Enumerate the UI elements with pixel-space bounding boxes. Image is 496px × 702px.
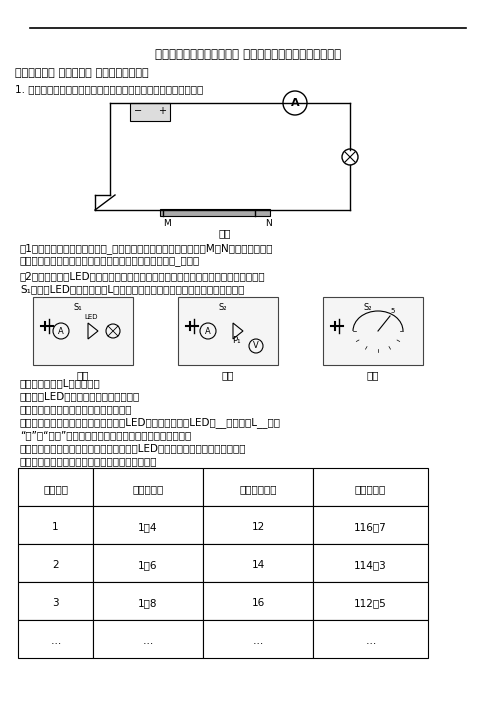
Text: 116１7: 116１7 [354,522,387,532]
Text: 实验一：将一根导线并联在图乙电路中LED灯的两端，此时LED灯__，小灯泡L__（填: 实验一：将一根导线并联在图乙电路中LED灯的两端，此时LED灯__，小灯泡L__… [20,417,281,428]
Text: 猜想二：LED灯电阔大导致电路电流很小: 猜想二：LED灯电阔大导致电路电流很小 [20,391,140,401]
Bar [203,544,313,582]
Text: LED: LED [84,314,98,320]
Bar [203,582,313,620]
Text: −: − [134,106,142,116]
Text: 3: 3 [52,598,59,608]
Text: 1１8: 1１8 [138,598,158,608]
Text: 1. 小明利用铅笔芒和鳄鱼夹制作了简易调光灯，装置如图甲所示。: 1. 小明利用铅笔芒和鳄鱼夹制作了简易调光灯，装置如图甲所示。 [15,84,203,94]
Bar [313,468,428,506]
Text: 2: 2 [52,560,59,570]
Bar [178,297,278,365]
Bar [203,468,313,506]
Text: 为了验证猜想，小组同学进行如下实验：: 为了验证猜想，小组同学进行如下实验： [20,404,132,414]
Text: 图丙: 图丙 [222,370,234,380]
Text: S₁: S₁ [74,303,82,312]
Text: …: … [366,636,375,646]
Bar [160,209,270,216]
Bar [313,620,428,658]
Text: 12: 12 [251,522,265,532]
Text: 『物理』东南大学附属中学 九年级上册期末精选试卷检测题: 『物理』东南大学附属中学 九年级上册期末精选试卷检测题 [155,48,341,61]
Text: …: … [143,636,153,646]
Bar [93,582,203,620]
Bar [93,468,203,506]
Bar [130,103,170,121]
Bar [18,506,93,544]
Text: 次移动滑动变阔器的滑片，获得多组数据如下表。: 次移动滑动变阔器的滑片，获得多组数据如下表。 [20,456,158,466]
Text: 利用电流表和电压表，按图丙所示的电路对LED灯的电阔进行测量，闭合开关依: 利用电流表和电压表，按图丙所示的电路对LED灯的电阔进行测量，闭合开关依 [20,443,247,453]
Text: …: … [50,636,61,646]
Text: 14: 14 [251,560,265,570]
Text: 1: 1 [52,522,59,532]
Text: 图丁: 图丁 [367,370,379,380]
Text: 图甲: 图甲 [219,228,231,238]
Text: S₁，发现LED灯亮而小灯泡L不亮。针对这种现象，同学们提出了以下猜想：: S₁，发现LED灯亮而小灯泡L不亮。针对这种现象，同学们提出了以下猜想： [20,284,245,294]
Text: 1１4: 1１4 [138,522,158,532]
Text: V: V [253,341,259,350]
Bar [93,620,203,658]
Text: 图乙: 图乙 [77,370,89,380]
Bar [93,506,203,544]
Text: （2）小明用一个LED灯替换铅笔芒，与小灯泡串联后接入电路（如图乙），闭合开关: （2）小明用一个LED灯替换铅笔芒，与小灯泡串联后接入电路（如图乙），闭合开关 [20,271,266,281]
Text: P₁: P₁ [232,336,240,345]
Text: 电阔（欧）: 电阔（欧） [355,484,386,494]
Text: 电压（伏）: 电压（伏） [132,484,164,494]
Bar [18,620,93,658]
Bar [203,620,313,658]
Bar [93,544,203,582]
Text: A: A [205,326,211,336]
Text: +: + [158,106,166,116]
Text: 电流（毫安）: 电流（毫安） [239,484,277,494]
Text: A: A [58,326,64,336]
Text: 猜想一：小灯泡L处发生短路: 猜想一：小灯泡L处发生短路 [20,378,101,388]
Bar [313,544,428,582]
Bar [203,506,313,544]
Text: N: N [265,220,272,228]
Text: 114１3: 114１3 [354,560,387,570]
Text: 112１5: 112１5 [354,598,387,608]
Text: “亮”或“不亮”），根据观察到的现象进行判断一是错误的。: “亮”或“不亮”），根据观察到的现象进行判断一是错误的。 [20,430,191,440]
Text: （1）甲图中有一处明显错误是_；改正后，闭合开关，改变鳄鱼夹M、N之间距离，发现: （1）甲图中有一处明显错误是_；改正后，闭合开关，改变鳄鱼夹M、N之间距离，发现 [20,243,273,254]
Text: S₂: S₂ [364,303,372,312]
Text: S₂: S₂ [219,303,227,312]
Text: A: A [291,98,299,108]
Text: …: … [253,636,263,646]
Text: M: M [163,220,171,228]
Text: 实验次数: 实验次数 [43,484,68,494]
Bar [313,582,428,620]
Text: 16: 16 [251,598,265,608]
Text: 5: 5 [391,308,395,314]
Bar [323,297,423,365]
Text: 灯泡亮度会发生变化，这一现象说明导体的电阔与导体的_有关。: 灯泡亮度会发生变化，这一现象说明导体的电阔与导体的_有关。 [20,256,200,266]
Bar [33,297,133,365]
Text: 一、初三物理 电流和电路 易错压轴题（难）: 一、初三物理 电流和电路 易错压轴题（难） [15,68,149,78]
Bar [18,582,93,620]
Bar [18,468,93,506]
Text: 1１6: 1１6 [138,560,158,570]
Bar [18,544,93,582]
Bar [313,506,428,544]
